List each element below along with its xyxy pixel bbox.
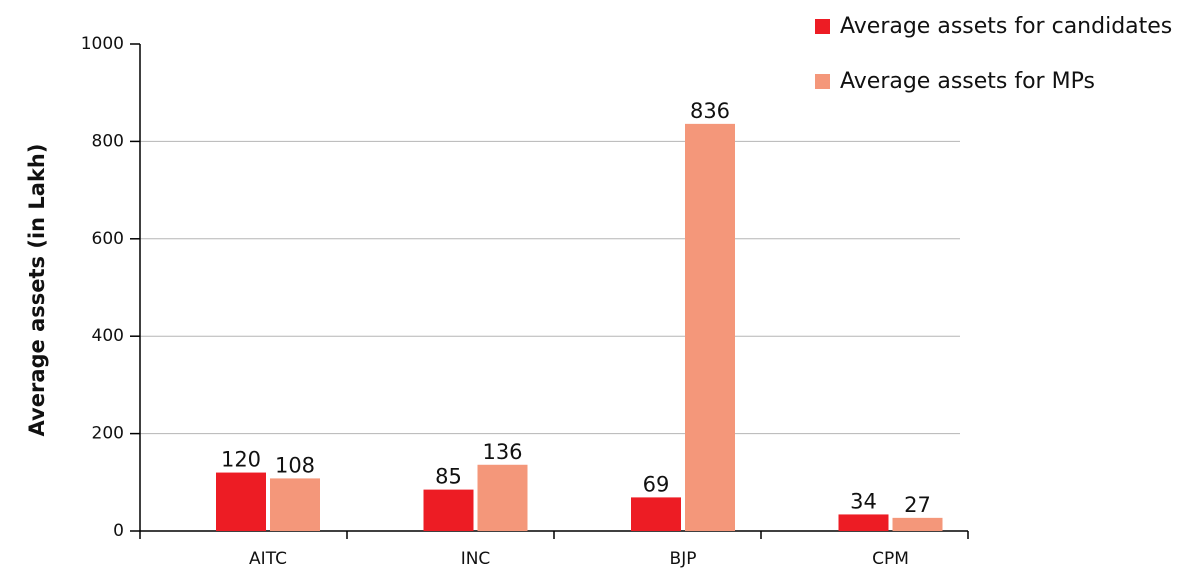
bar — [270, 478, 320, 531]
y-tick-label: 800 — [92, 131, 124, 151]
bar — [685, 123, 735, 532]
value-label: 120 — [221, 448, 261, 472]
value-label: 34 — [850, 489, 877, 513]
value-label: 136 — [482, 440, 522, 464]
x-tick-label: BJP — [670, 549, 697, 569]
x-tick-label: CPM — [872, 549, 909, 569]
value-label: 108 — [275, 453, 315, 477]
bar — [216, 472, 266, 531]
y-tick-label: 1000 — [81, 34, 124, 54]
value-label: 836 — [690, 99, 730, 123]
y-tick-label: 200 — [92, 424, 124, 444]
bar — [423, 489, 474, 531]
y-tick-label: 0 — [113, 521, 124, 541]
value-label: 27 — [904, 493, 931, 517]
legend-swatch — [815, 74, 830, 89]
bar — [838, 514, 889, 531]
legend-label: Average assets for candidates — [840, 14, 1172, 39]
x-tick-label: AITC — [249, 549, 287, 569]
bar — [477, 464, 528, 531]
y-tick-label: 600 — [92, 229, 124, 249]
legend-swatch — [815, 19, 830, 34]
y-axis-title: Average assets (in Lakh) — [25, 144, 49, 437]
bar — [631, 497, 681, 531]
value-label: 85 — [435, 465, 462, 489]
x-tick-label: INC — [461, 549, 491, 569]
value-label: 69 — [643, 472, 670, 496]
bar — [892, 517, 943, 531]
y-tick-label: 400 — [92, 326, 124, 346]
legend-label: Average assets for MPs — [840, 69, 1095, 94]
